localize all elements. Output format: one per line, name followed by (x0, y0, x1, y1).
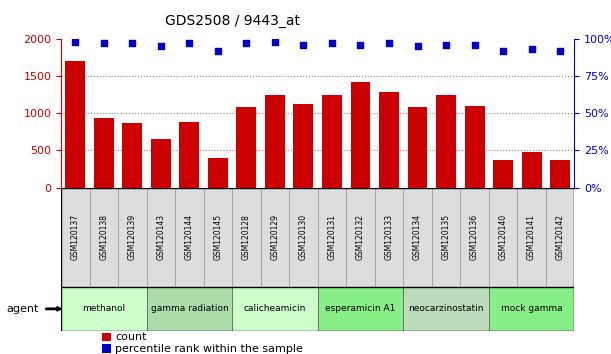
Point (498, 48, 508, 54)
Bar (289, 188, 318, 287)
Text: GSM120131: GSM120131 (327, 214, 337, 260)
Text: GSM120143: GSM120143 (156, 214, 166, 260)
Text: GSM120142: GSM120142 (555, 214, 565, 260)
Bar (102, 333, 111, 341)
Bar (493, 160, 513, 188)
Text: GSM120133: GSM120133 (384, 214, 393, 260)
Text: GSM120136: GSM120136 (470, 214, 479, 260)
Point (384, 41, 394, 46)
Bar (436, 96, 456, 188)
Text: calicheamicin: calicheamicin (244, 304, 306, 313)
Bar (118, 188, 147, 287)
Text: percentile rank within the sample: percentile rank within the sample (115, 344, 303, 354)
Bar (175, 188, 203, 287)
Bar (379, 92, 399, 188)
Bar (208, 158, 228, 188)
Bar (522, 152, 541, 188)
Text: GSM120129: GSM120129 (271, 214, 279, 260)
Bar (151, 138, 171, 188)
Point (412, 44, 422, 49)
Text: GSM120137: GSM120137 (71, 214, 80, 260)
Point (99, 41, 109, 46)
Text: GSM120140: GSM120140 (499, 214, 508, 260)
Point (213, 48, 223, 54)
Bar (375, 188, 403, 287)
Bar (432, 188, 460, 287)
Point (70, 39, 80, 45)
Bar (351, 82, 370, 188)
Point (185, 41, 194, 46)
Bar (550, 160, 570, 188)
Bar (346, 188, 375, 287)
Bar (102, 344, 111, 353)
Text: gamma radiation: gamma radiation (150, 304, 229, 313)
Text: neocarzinostatin: neocarzinostatin (408, 304, 484, 313)
Bar (122, 123, 142, 188)
Text: esperamicin A1: esperamicin A1 (325, 304, 396, 313)
Bar (489, 188, 518, 287)
Text: GSM120134: GSM120134 (413, 214, 422, 260)
Bar (403, 188, 432, 287)
Bar (464, 106, 485, 188)
Text: GSM120130: GSM120130 (299, 214, 308, 260)
Bar (147, 287, 232, 331)
Bar (408, 107, 428, 188)
Bar (261, 188, 289, 287)
Text: GSM120128: GSM120128 (242, 214, 251, 260)
Bar (318, 287, 403, 331)
Bar (265, 96, 285, 188)
Bar (518, 188, 546, 287)
Bar (203, 188, 232, 287)
Bar (322, 95, 342, 188)
Bar (65, 61, 86, 188)
Text: GSM120145: GSM120145 (213, 214, 222, 260)
Point (356, 42, 365, 48)
Point (156, 44, 166, 49)
Text: count: count (115, 332, 147, 342)
Point (299, 42, 309, 48)
Point (527, 46, 536, 52)
Bar (546, 188, 574, 287)
Point (270, 39, 280, 45)
Bar (293, 104, 313, 188)
Bar (61, 287, 147, 331)
Bar (318, 188, 346, 287)
Text: agent: agent (6, 304, 38, 314)
Text: GSM120144: GSM120144 (185, 214, 194, 260)
Bar (180, 122, 199, 188)
Text: GDS2508 / 9443_at: GDS2508 / 9443_at (165, 14, 299, 28)
Text: GSM120139: GSM120139 (128, 214, 137, 260)
Bar (489, 287, 574, 331)
Text: GSM120138: GSM120138 (100, 214, 108, 260)
Point (470, 42, 480, 48)
Bar (147, 188, 175, 287)
Point (128, 41, 137, 46)
Point (241, 41, 251, 46)
Point (327, 41, 337, 46)
Text: GSM120132: GSM120132 (356, 214, 365, 260)
Bar (460, 188, 489, 287)
Bar (90, 188, 118, 287)
Point (441, 42, 451, 48)
Bar (232, 188, 261, 287)
Point (555, 48, 565, 54)
Text: GSM120141: GSM120141 (527, 214, 536, 260)
Bar (403, 287, 489, 331)
Text: GSM120135: GSM120135 (442, 214, 450, 260)
Bar (94, 118, 114, 188)
Bar (236, 107, 257, 188)
Text: mock gamma: mock gamma (501, 304, 562, 313)
Bar (232, 287, 318, 331)
Text: methanol: methanol (82, 304, 125, 313)
Bar (61, 188, 90, 287)
